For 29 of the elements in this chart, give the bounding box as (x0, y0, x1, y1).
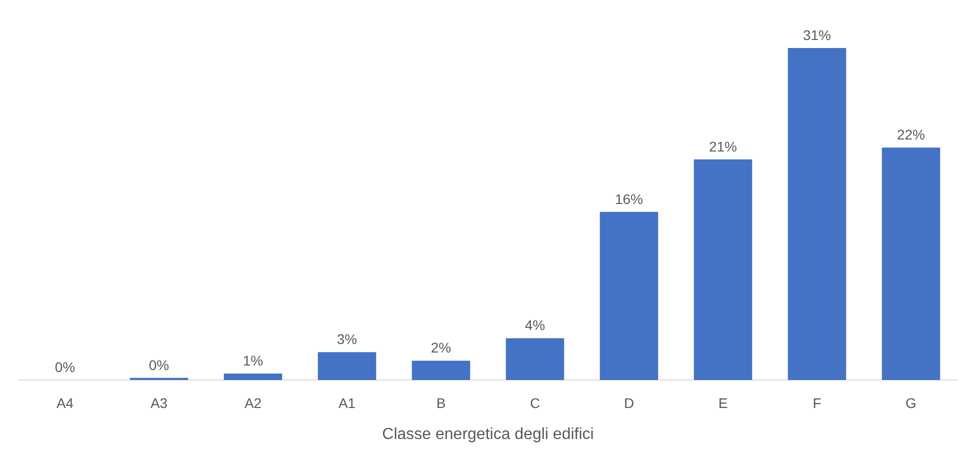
x-tick-label: G (906, 395, 916, 411)
data-label: 22% (896, 126, 926, 143)
x-tick-label: F (812, 395, 822, 411)
data-label: 31% (802, 27, 832, 43)
bar (600, 212, 658, 380)
bar (224, 374, 282, 380)
data-label: 1% (242, 352, 264, 369)
x-axis-title: Classe energetica degli edifici (382, 426, 594, 443)
bar (318, 352, 376, 380)
bar (506, 338, 564, 380)
data-label: 3% (336, 331, 358, 348)
bar (412, 360, 470, 380)
x-tick-label: A1 (338, 395, 356, 411)
bar (694, 159, 752, 380)
x-tick-label: A3 (150, 395, 168, 411)
x-tick-label: E (718, 395, 728, 411)
x-tick-label: C (530, 395, 540, 411)
data-label: 4% (524, 317, 546, 334)
x-tick-label: D (624, 395, 634, 411)
data-label: 0% (148, 356, 170, 373)
bar (882, 148, 940, 380)
data-label: 0% (54, 359, 76, 375)
bar (788, 48, 846, 380)
x-tick-label: A4 (56, 395, 74, 411)
x-tick-label: A2 (244, 395, 262, 411)
data-label: 16% (614, 190, 644, 207)
data-label: 21% (708, 138, 738, 154)
data-label: 2% (430, 340, 452, 356)
x-tick-label: B (436, 395, 446, 411)
